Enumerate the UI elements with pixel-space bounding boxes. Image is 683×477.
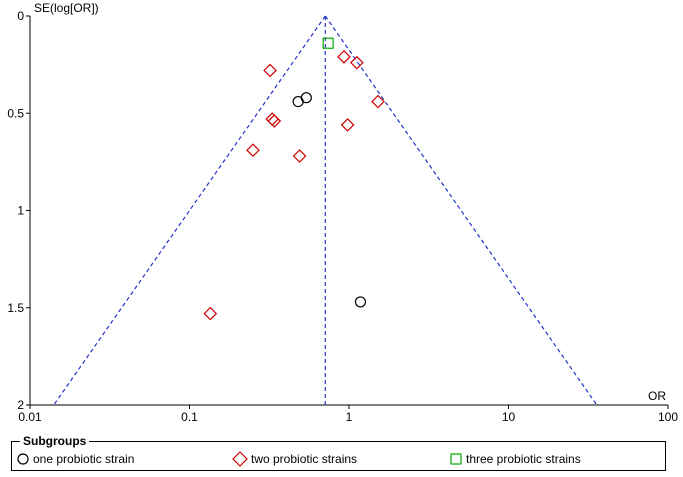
legend-item-three-strains: three probiotic strains — [449, 451, 581, 467]
diamond-point — [292, 149, 307, 163]
diamond-point — [246, 143, 260, 158]
diamond-point — [340, 118, 355, 132]
y-tick-label: 1 — [17, 204, 24, 218]
x-axis-title: OR — [648, 389, 666, 403]
y-ticks: 0 0.5 1 1.5 2 — [7, 9, 30, 412]
square-marker-icon — [450, 453, 462, 465]
diamond-point — [263, 63, 277, 78]
funnel-plot: 0 0.5 1 1.5 2 0.01 0.1 1 10 100 SE(log[OR]) OR — [7, 1, 678, 424]
y-tick-label: 0 — [17, 9, 24, 23]
diamond-point — [371, 94, 385, 109]
funnel-right-line — [324, 15, 598, 406]
legend-label: two probiotic strains — [251, 452, 358, 466]
diamond-point — [267, 114, 282, 128]
funnel-lines — [53, 15, 598, 406]
diamond-point — [337, 49, 351, 64]
x-tick-label: 10 — [502, 410, 516, 424]
square-point — [322, 37, 334, 49]
x-ticks: 0.01 0.1 1 10 100 — [18, 405, 678, 424]
x-tick-label: 1 — [346, 410, 353, 424]
y-axis-title: SE(log[OR]) — [34, 1, 99, 15]
y-tick-label: 2 — [17, 398, 24, 412]
circle-marker-icon — [17, 453, 29, 465]
legend-box — [11, 441, 666, 471]
legend-item-one-strain: one probiotic strain — [16, 451, 134, 467]
circle-point — [300, 92, 312, 104]
y-tick-label: 0.5 — [7, 106, 24, 120]
diamond-point — [350, 55, 364, 70]
x-tick-label: 0.01 — [18, 410, 42, 424]
legend-title: Subgroups — [20, 434, 90, 448]
legend-item-two-strains: two probiotic strains — [232, 451, 357, 467]
data-points — [203, 37, 385, 321]
funnel-left-line — [53, 15, 326, 406]
diamond-marker-icon — [232, 451, 248, 467]
legend-label: one probiotic strain — [33, 452, 135, 466]
y-tick-label: 1.5 — [7, 301, 24, 315]
axes — [29, 16, 668, 406]
x-tick-label: 100 — [658, 410, 678, 424]
circle-point — [354, 296, 367, 308]
legend-label: three probiotic strains — [466, 452, 581, 466]
x-tick-label: 0.1 — [181, 410, 198, 424]
diamond-point — [203, 306, 218, 321]
diamond-point — [265, 112, 280, 126]
